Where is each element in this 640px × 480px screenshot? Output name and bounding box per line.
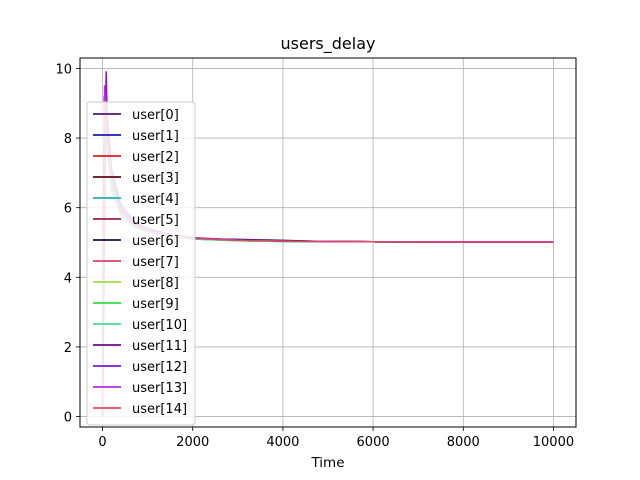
legend-label: user[9] (132, 297, 179, 312)
legend-label: user[11] (132, 339, 187, 354)
x-tick-label: 10000 (533, 435, 574, 450)
plot-frame (79, 57, 577, 428)
y-tick-label: 8 (64, 132, 72, 147)
legend-label: user[5] (132, 213, 179, 228)
y-tick-label: 10 (55, 62, 72, 77)
legend-label: user[6] (132, 234, 179, 249)
legend: user[0] user[1] user[2] user[3] user[4] user[… (86, 101, 196, 426)
legend-label: user[10] (132, 318, 187, 333)
legend-label: user[14] (132, 402, 187, 417)
legend-label: user[4] (132, 192, 179, 207)
legend-label: user[0] (132, 108, 179, 123)
y-tick-label: 6 (64, 202, 72, 217)
legend-label: user[3] (132, 171, 179, 186)
chart-title: users_delay (281, 34, 376, 54)
legend-label: user[8] (132, 276, 179, 291)
axis-ticks: 0 2000 4000 6000 8000 10000 0 2 4 6 8 10 (55, 62, 574, 450)
legend-label: user[7] (132, 255, 179, 270)
y-tick-label: 4 (64, 271, 72, 286)
y-tick-label: 2 (64, 341, 72, 356)
x-tick-label: 6000 (357, 435, 390, 450)
y-tick-label: 0 (64, 411, 72, 426)
x-axis-label: Time (310, 455, 344, 471)
x-tick-label: 4000 (266, 435, 299, 450)
x-tick-label: 8000 (447, 435, 480, 450)
legend-label: user[13] (132, 381, 187, 396)
x-tick-label: 2000 (176, 435, 209, 450)
legend-label: user[2] (132, 150, 179, 165)
legend-label: user[1] (132, 129, 179, 144)
legend-label: user[12] (132, 360, 187, 375)
x-tick-label: 0 (98, 435, 106, 450)
